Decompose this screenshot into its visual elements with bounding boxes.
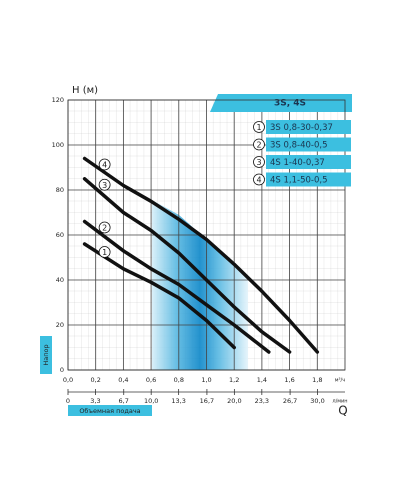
curve <box>82 242 236 350</box>
legend-box <box>266 172 351 187</box>
x2-unit: л/мин <box>332 399 347 405</box>
x-tick-label: 0,4 <box>118 376 128 384</box>
y-axis-label: H (м) <box>72 85 98 96</box>
x-tick-label: 0,0 <box>63 376 73 384</box>
x-tick-label: 1,6 <box>284 376 294 384</box>
x2-tick-label: 6,7 <box>119 397 129 405</box>
legend-marker <box>253 121 265 133</box>
curve-number: 3 <box>102 181 107 190</box>
x-symbol: Q <box>338 404 347 418</box>
legend-box <box>266 120 351 134</box>
curve <box>82 219 271 354</box>
legend-box <box>266 155 351 169</box>
curve <box>82 156 320 354</box>
x2-tick-label: 3,3 <box>90 397 100 405</box>
x-axis-title: Объемная подача <box>79 407 140 415</box>
x2-tick-label: 26,7 <box>283 397 297 405</box>
y-axis-title: Напор <box>42 344 50 365</box>
x2-tick-label: 30,0 <box>310 397 324 405</box>
x-tick-label: 1,0 <box>201 376 211 384</box>
x2-tick-label: 13,3 <box>171 397 185 405</box>
plot-frame <box>67 99 346 371</box>
x-tick-label: 0,8 <box>174 376 184 384</box>
x-tick-label: 1,8 <box>312 376 322 384</box>
x2-tick-label: 10,0 <box>144 397 158 405</box>
x-tick-label: 0,6 <box>146 376 156 384</box>
legend-label: 4S 1-40-0,37 <box>270 158 325 168</box>
x-tick-label: 1,2 <box>229 376 239 384</box>
y-tick-label: 80 <box>56 186 64 194</box>
curve-marker <box>98 221 111 234</box>
curve-marker <box>98 158 111 171</box>
x2-tick-label: 23,3 <box>255 397 269 405</box>
x2-tick-label: 0 <box>66 397 70 405</box>
legend-label: 4S 1,1-50-0,5 <box>270 176 328 186</box>
y-tick-label: 100 <box>52 141 64 149</box>
legend-number: 2 <box>256 141 261 150</box>
y-title-box <box>40 336 52 374</box>
curve-marker <box>98 178 111 191</box>
title-banner <box>210 94 352 112</box>
legend-label: 3S 0,8-40-0,5 <box>270 141 328 151</box>
x2-tick-label: 16,7 <box>200 397 214 405</box>
x-unit: м³/ч <box>335 378 345 384</box>
x2-tick-label: 20,0 <box>227 397 241 405</box>
legend-box <box>266 137 351 152</box>
legend-marker <box>253 173 265 186</box>
curve-marker <box>98 246 111 258</box>
curve-number: 2 <box>102 224 107 233</box>
y-tick-label: 120 <box>52 96 64 104</box>
x-tick-label: 1,4 <box>257 376 267 384</box>
legend-number: 4 <box>256 176 261 185</box>
legend-label: 3S 0,8-30-0,37 <box>270 123 333 133</box>
chart-title: 3S, 4S <box>274 99 306 109</box>
curve <box>82 177 292 354</box>
y-tick-label: 60 <box>56 231 64 239</box>
legend-number: 1 <box>256 123 261 132</box>
curve-number: 1 <box>102 248 107 257</box>
legend-marker <box>253 138 265 151</box>
x-title-box <box>68 405 152 416</box>
legend-number: 3 <box>256 158 261 167</box>
work-zone <box>152 200 248 370</box>
y-tick-label: 0 <box>60 366 64 374</box>
curve-number: 4 <box>102 161 107 170</box>
y-tick-label: 40 <box>56 276 64 284</box>
x-tick-label: 0,2 <box>91 376 101 384</box>
legend-marker <box>253 156 265 168</box>
y-tick-label: 20 <box>56 321 64 329</box>
